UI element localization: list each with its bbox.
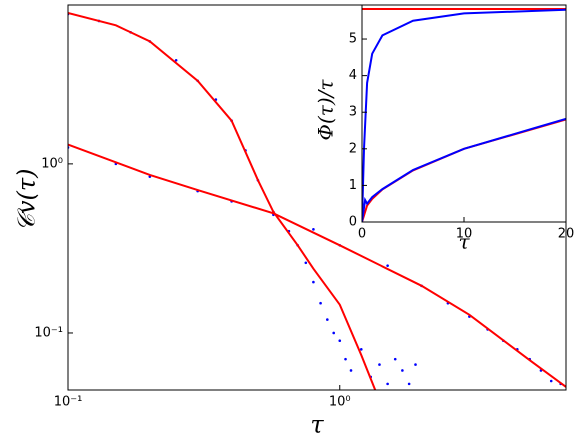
- data-point: [393, 357, 397, 361]
- data-point: [174, 58, 178, 62]
- data-point: [304, 261, 308, 265]
- data-point: [401, 369, 404, 372]
- data-point: [326, 318, 329, 321]
- x-tick-label: 10⁰: [329, 395, 351, 410]
- data-point: [386, 264, 389, 267]
- data-line: [68, 143, 566, 388]
- y-tick-label: 2: [349, 141, 357, 156]
- data-point: [359, 348, 363, 351]
- x-axis-label: τ: [310, 411, 324, 439]
- y-tick-label: 3: [349, 105, 357, 120]
- data-point: [312, 228, 315, 231]
- x-axis-label: τ: [458, 230, 470, 254]
- data-line: [362, 117, 566, 222]
- data-point: [332, 331, 336, 335]
- data-point: [407, 382, 411, 386]
- y-tick-label: 10⁰: [41, 156, 63, 171]
- x-tick-label: 10: [456, 227, 473, 242]
- y-axis-label: Φ(τ)/τ: [314, 79, 338, 141]
- data-point: [414, 363, 417, 366]
- data-point: [349, 369, 353, 372]
- y-axis-label: 𝒞v(τ): [13, 168, 41, 231]
- data-point: [338, 339, 342, 343]
- y-tick-label: 0: [349, 215, 357, 230]
- data-point: [549, 379, 553, 383]
- y-tick-label: 10⁻¹: [34, 325, 63, 340]
- data-point: [378, 363, 381, 366]
- data-point: [386, 382, 389, 386]
- y-tick-label: 5: [349, 32, 357, 47]
- y-tick-label: 1: [349, 178, 357, 193]
- data-point: [319, 301, 322, 305]
- data-point: [344, 357, 347, 361]
- x-tick-label: 0: [358, 227, 366, 242]
- y-tick-label: 4: [349, 68, 357, 83]
- plot-area: [362, 5, 566, 222]
- x-tick-label: 20: [558, 227, 575, 242]
- x-tick-label: 10⁻¹: [54, 395, 83, 410]
- data-point: [312, 280, 315, 284]
- data-line: [362, 8, 566, 222]
- data-line: [68, 12, 377, 390]
